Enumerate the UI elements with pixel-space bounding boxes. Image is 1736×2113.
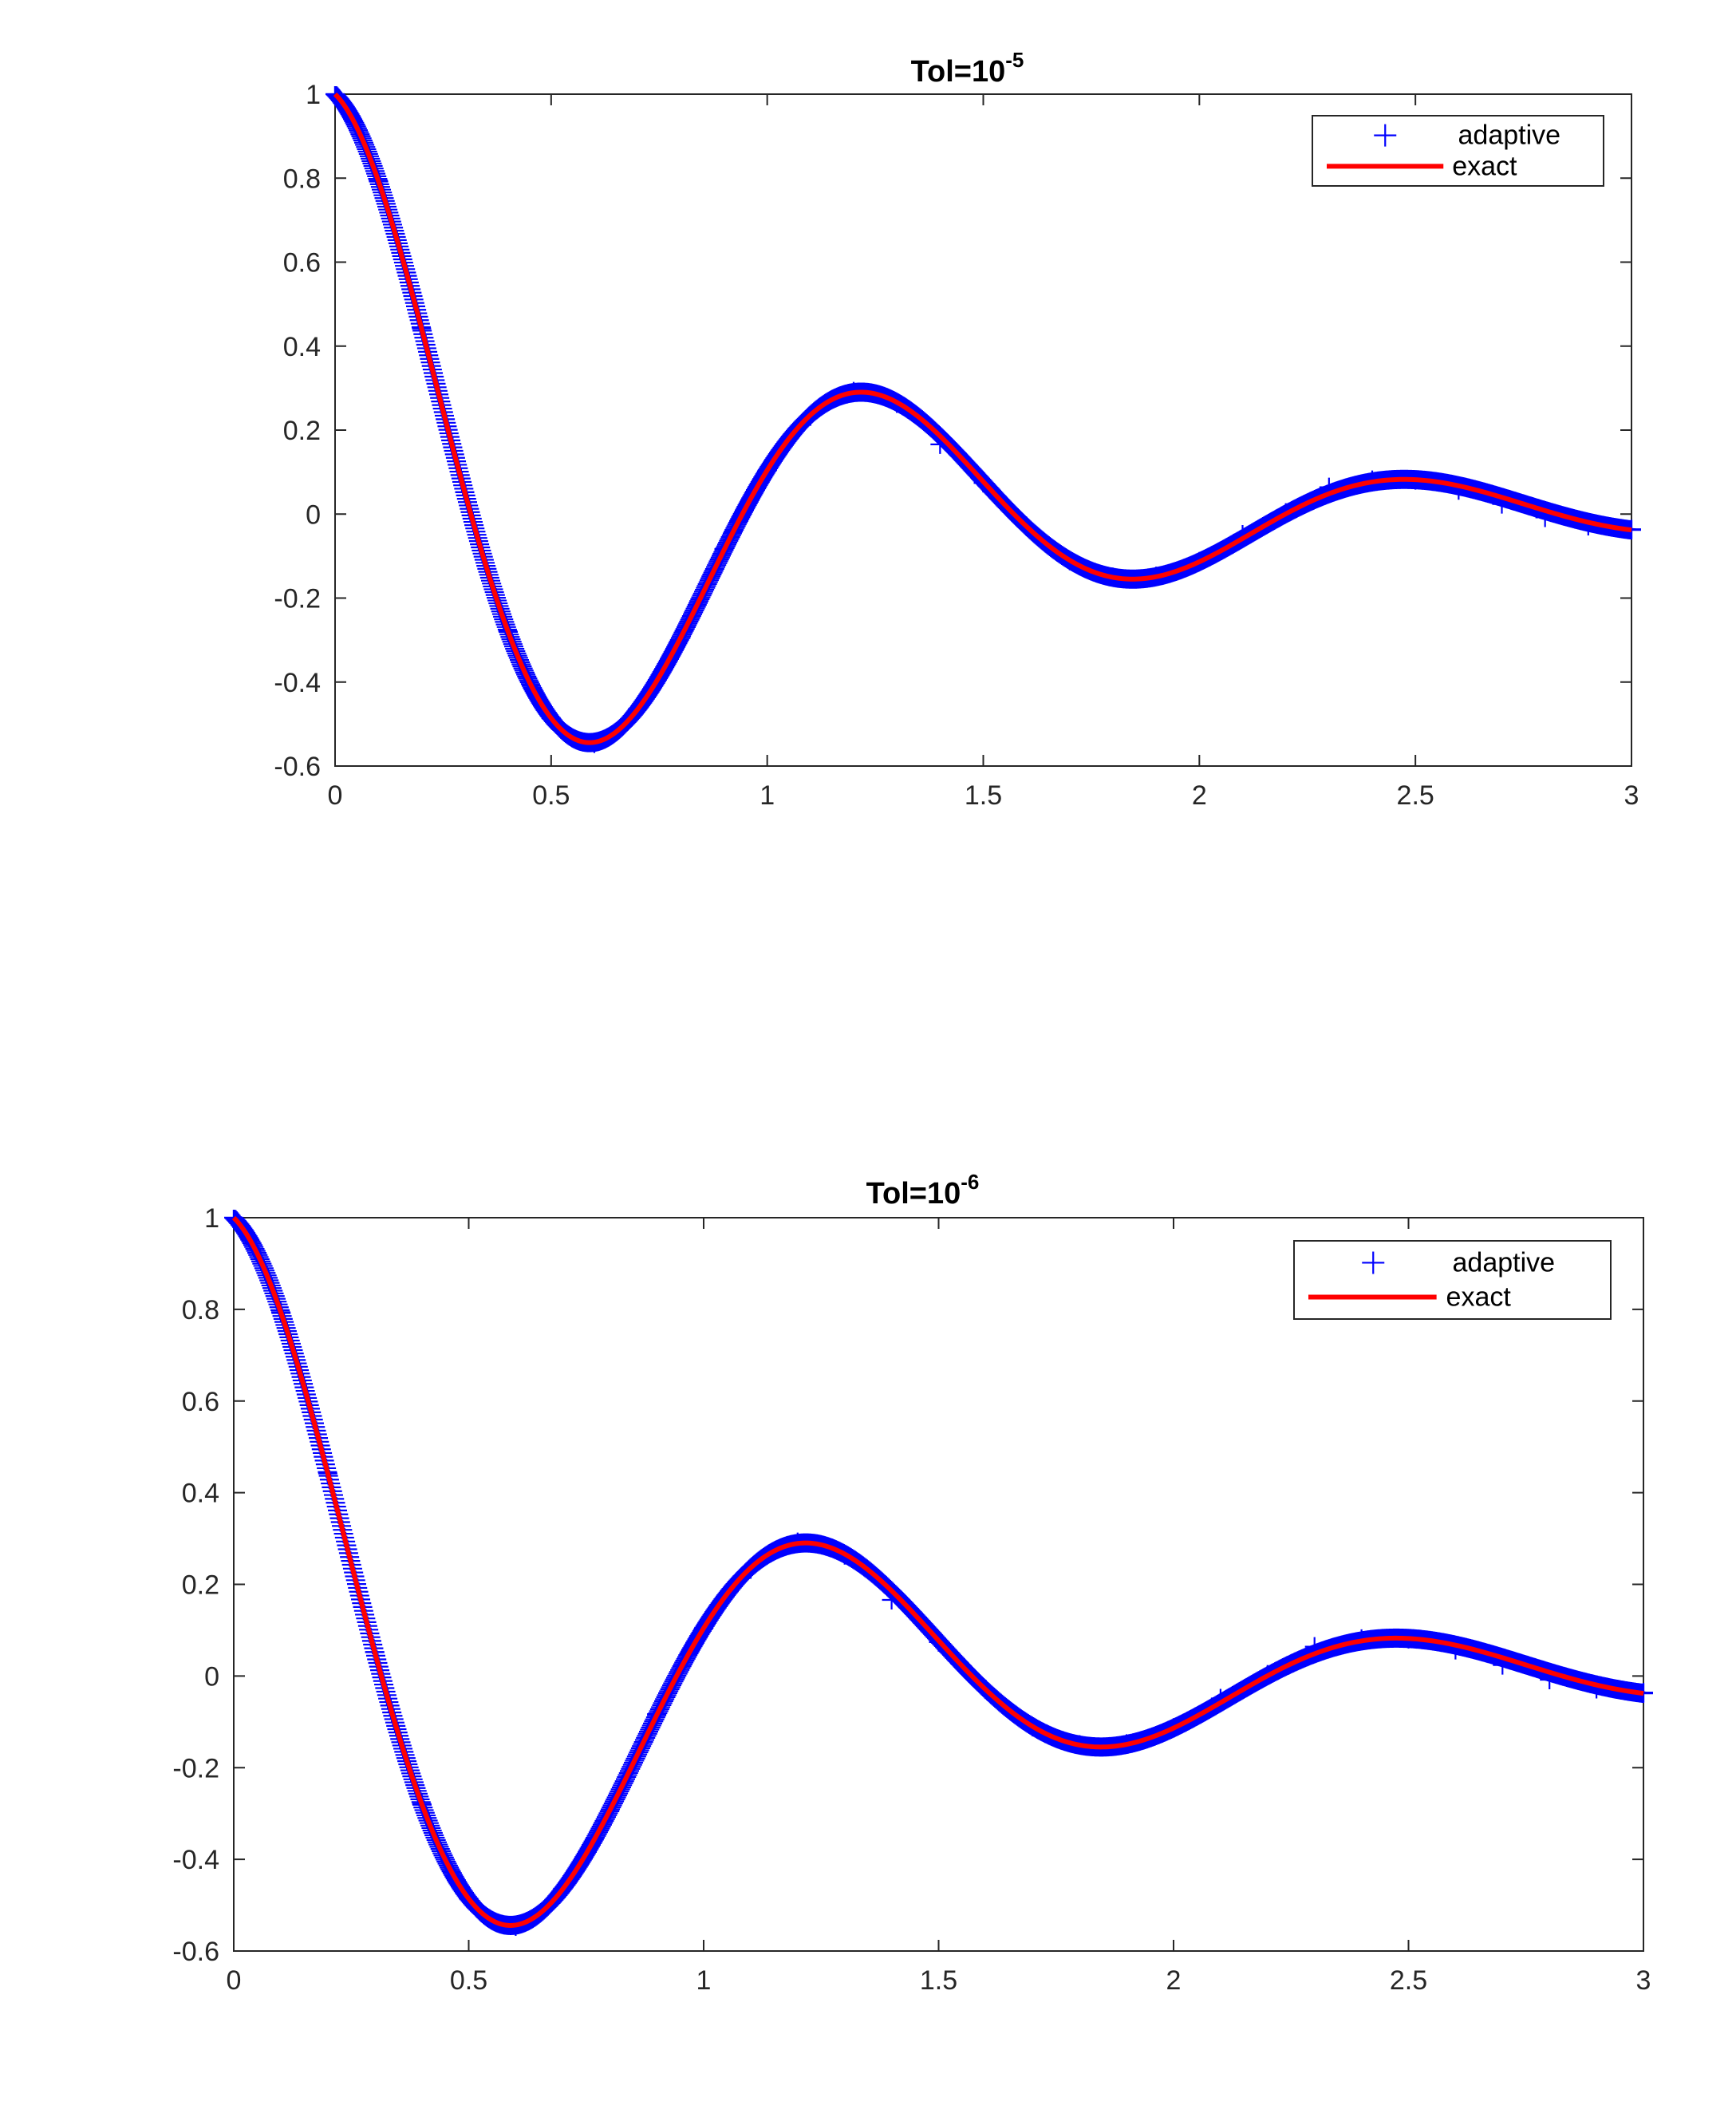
y-tick-label: 0.8 — [182, 1295, 219, 1325]
y-tick-label: 1 — [306, 80, 321, 110]
x-tick-label: 1.5 — [965, 780, 1002, 811]
y-tick-label: 0.6 — [182, 1387, 219, 1417]
y-tick-label: 0.6 — [283, 248, 321, 278]
y-tick-label: 0.8 — [283, 164, 321, 194]
y-tick-label: 0.2 — [283, 416, 321, 446]
legend-label-exact: exact — [1452, 151, 1517, 181]
x-tick-label: 1 — [760, 780, 775, 811]
x-tick-label: 0 — [328, 780, 343, 811]
chart-svg-tol-1e-5: 0 0.5 1 1.5 2 2.5 3 -0.6 -0.4 -0.2 0 0.2 0.4 0.6 0.8 1 T… — [274, 48, 1641, 811]
x-tick-label: 2.5 — [1390, 1965, 1427, 1996]
plot-area — [224, 1210, 1653, 1936]
chart-tol-1e-5: 0 0.5 1 1.5 2 2.5 3 -0.6 -0.4 -0.2 0 0.2 0.4 0.6 0.8 1 T… — [0, 0, 1736, 878]
x-tick-label: 1.5 — [920, 1965, 957, 1996]
chart-title-exponent: -6 — [961, 1170, 979, 1194]
y-tick-label: 1 — [204, 1203, 219, 1234]
y-tick-label: 0 — [306, 500, 321, 530]
y-tick-label: -0.2 — [172, 1753, 219, 1783]
chart-title-base: Tol=10 — [866, 1177, 961, 1211]
legend-adaptive-icon — [1374, 124, 1397, 147]
x-tick-label: 0.5 — [532, 780, 570, 811]
y-tick-label: 0.4 — [283, 332, 321, 362]
legend-label-exact: exact — [1446, 1282, 1512, 1313]
x-tick-label: 2.5 — [1397, 780, 1434, 811]
x-tick-label: 3 — [1636, 1965, 1651, 1996]
legend-label-adaptive: adaptive — [1453, 1247, 1556, 1278]
y-tick-label: 0 — [204, 1661, 219, 1692]
chart-title-exponent: -5 — [1005, 48, 1024, 72]
y-tick-label: 0.4 — [182, 1479, 219, 1509]
y-tick-label: 0.2 — [182, 1570, 219, 1601]
axes-box — [233, 1217, 1644, 1952]
y-tick-label: -0.4 — [172, 1845, 219, 1875]
legend-label-adaptive: adaptive — [1458, 120, 1561, 151]
chart-title: Tol=10-6 — [866, 1170, 980, 1211]
y-tick-label: -0.6 — [172, 1937, 219, 1967]
x-tick-label: 2 — [1166, 1965, 1182, 1996]
series-exact-line — [231, 1215, 1644, 1928]
x-tick-label: 2 — [1192, 780, 1207, 811]
legend-adaptive-icon — [1362, 1251, 1385, 1274]
chart-title: Tol=10-5 — [911, 48, 1024, 89]
series-exact-line — [333, 92, 1632, 745]
legend-box — [1293, 1240, 1612, 1320]
x-tick-label: 0 — [227, 1965, 242, 1996]
legend-box — [1312, 115, 1604, 187]
x-tick-label: 1 — [696, 1965, 712, 1996]
adaptive-point — [1587, 1679, 1607, 1699]
chart-title-base: Tol=10 — [911, 55, 1006, 89]
x-tick-label: 0.5 — [450, 1965, 487, 1996]
legend: adaptive exact — [1293, 1240, 1612, 1320]
y-tick-label: -0.6 — [274, 752, 321, 782]
plot-area — [326, 86, 1641, 753]
x-tick-label: 3 — [1624, 780, 1639, 811]
y-tick-label: -0.4 — [274, 668, 321, 698]
y-tick-label: -0.2 — [274, 584, 321, 614]
